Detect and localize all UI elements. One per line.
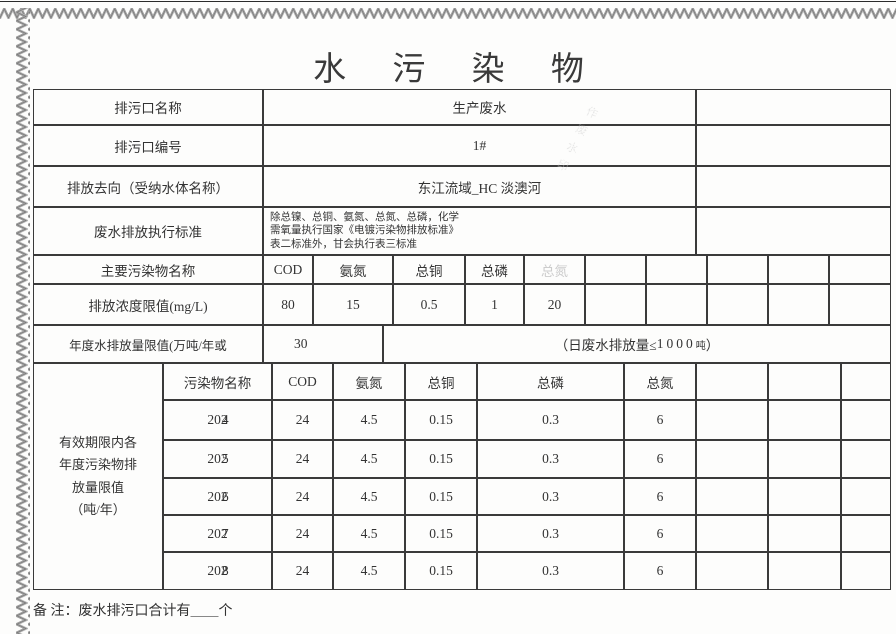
svg-text:印: 印 <box>555 157 570 173</box>
svg-text:作: 作 <box>584 105 599 121</box>
svg-text:水: 水 <box>565 139 580 155</box>
svg-text:废: 废 <box>574 121 590 138</box>
